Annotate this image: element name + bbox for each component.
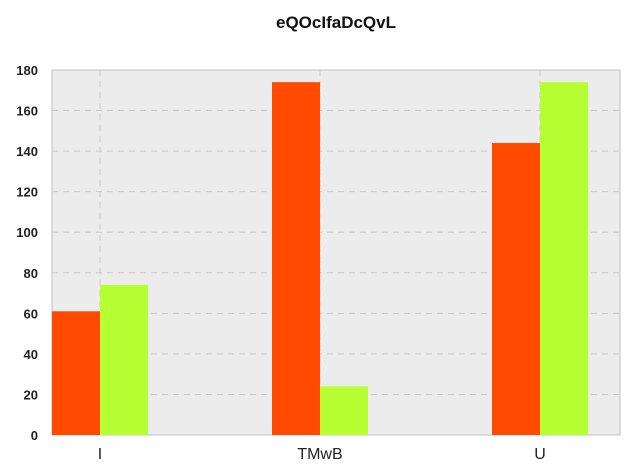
y-tick-label: 20: [24, 387, 38, 402]
y-tick-label: 120: [16, 185, 38, 200]
bar-series-1-i: [52, 311, 100, 435]
bar-series-2-i: [100, 284, 148, 435]
y-tick-label: 100: [16, 225, 38, 240]
y-tick-label: 40: [24, 347, 38, 362]
y-tick-label: 180: [16, 63, 38, 78]
bar-series-1-tmwb: [272, 82, 320, 436]
x-tick-label: TMwB: [297, 446, 342, 463]
chart-title: eQOcIfaDcQvL: [276, 13, 396, 32]
x-tick-label: I: [98, 446, 102, 463]
y-tick-label: 0: [31, 428, 38, 443]
x-tick-label: U: [534, 446, 546, 463]
bar-series-2-tmwb: [320, 386, 368, 435]
y-tick-label: 60: [24, 306, 38, 321]
bars: [52, 82, 588, 436]
y-tick-label: 80: [24, 266, 38, 281]
bar-series-1-u: [492, 143, 540, 435]
x-axis-ticks: I TMwB U: [98, 446, 546, 463]
y-tick-label: 140: [16, 144, 38, 159]
y-axis-ticks: 0 20 40 60 80 100 120 140 160 180: [16, 63, 38, 443]
bar-series-2-u: [540, 82, 588, 436]
y-tick-label: 160: [16, 104, 38, 119]
